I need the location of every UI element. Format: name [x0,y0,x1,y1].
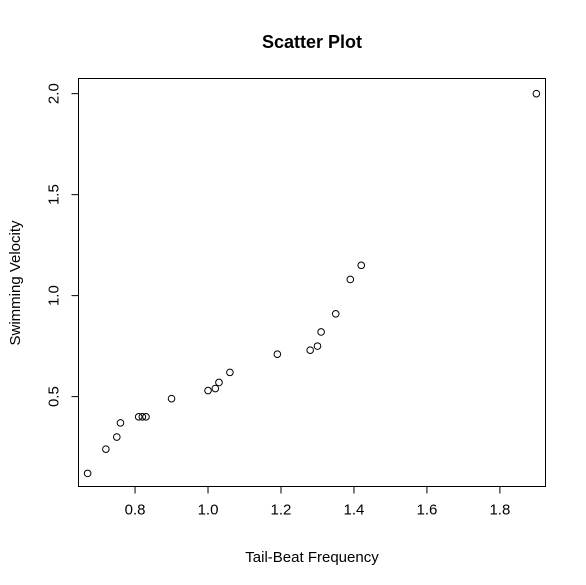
x-axis-label: Tail-Beat Frequency [245,549,379,566]
data-point [273,350,282,359]
data-point [102,445,110,453]
data-point [204,386,212,395]
x-tick-label: 1.8 [489,502,510,519]
data-point [306,346,314,354]
data-point [142,413,150,421]
data-point [226,368,234,377]
data-point [346,275,355,284]
data-point [331,310,340,318]
x-tick-label: 1.6 [416,502,437,519]
y-tick-label: 2.0 [46,83,63,104]
x-tick-label: 1.4 [344,502,365,519]
data-point [113,433,121,441]
y-axis-label: Swimming Velocity [7,220,24,346]
y-tick-label: 1.0 [46,285,63,306]
data-point [215,378,223,387]
data-point [134,413,143,421]
y-tick-label: 1.5 [46,184,63,205]
data-point [357,261,366,270]
chart-title: Scatter Plot [262,32,362,52]
data-point [532,89,541,98]
y-axis: 0.5 1.0 1.5 2.0 [46,83,79,407]
data-point [138,413,147,421]
data-points [83,89,541,478]
plot-frame [78,78,546,487]
x-tick-label: 0.8 [125,502,146,519]
data-point [313,342,322,350]
data-point [167,394,176,403]
data-point [83,469,92,478]
data-point [317,328,325,336]
data-point [116,419,125,427]
x-axis: 0.8 1.0 1.2 1.4 1.6 1.8 [125,486,510,519]
x-tick-label: 1.0 [198,502,219,519]
x-tick-label: 1.2 [271,502,292,519]
y-tick-label: 0.5 [46,386,63,407]
data-point [211,384,220,393]
